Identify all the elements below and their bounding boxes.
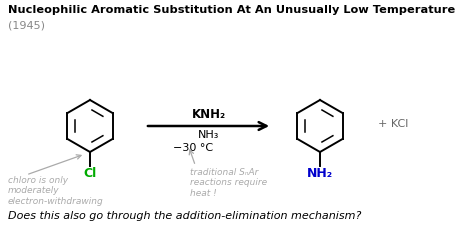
- Text: Does this also go through the addition-elimination mechanism?: Does this also go through the addition-e…: [8, 211, 361, 221]
- Text: KNH₂: KNH₂: [191, 108, 226, 121]
- Text: −30 °C: −30 °C: [173, 143, 214, 153]
- Text: (1945): (1945): [8, 21, 45, 31]
- Text: Nucleophilic Aromatic Substitution At An Unusually Low Temperature: Nucleophilic Aromatic Substitution At An…: [8, 5, 455, 15]
- Text: + KCl: + KCl: [378, 119, 409, 129]
- Text: Cl: Cl: [83, 167, 97, 180]
- Text: traditional SₙAr
reactions require
heat !: traditional SₙAr reactions require heat …: [191, 168, 268, 198]
- Text: chloro is only
moderately
electron-withdrawing: chloro is only moderately electron-withd…: [8, 176, 104, 206]
- Text: NH₃: NH₃: [198, 130, 219, 140]
- Text: NH₂: NH₂: [307, 167, 333, 180]
